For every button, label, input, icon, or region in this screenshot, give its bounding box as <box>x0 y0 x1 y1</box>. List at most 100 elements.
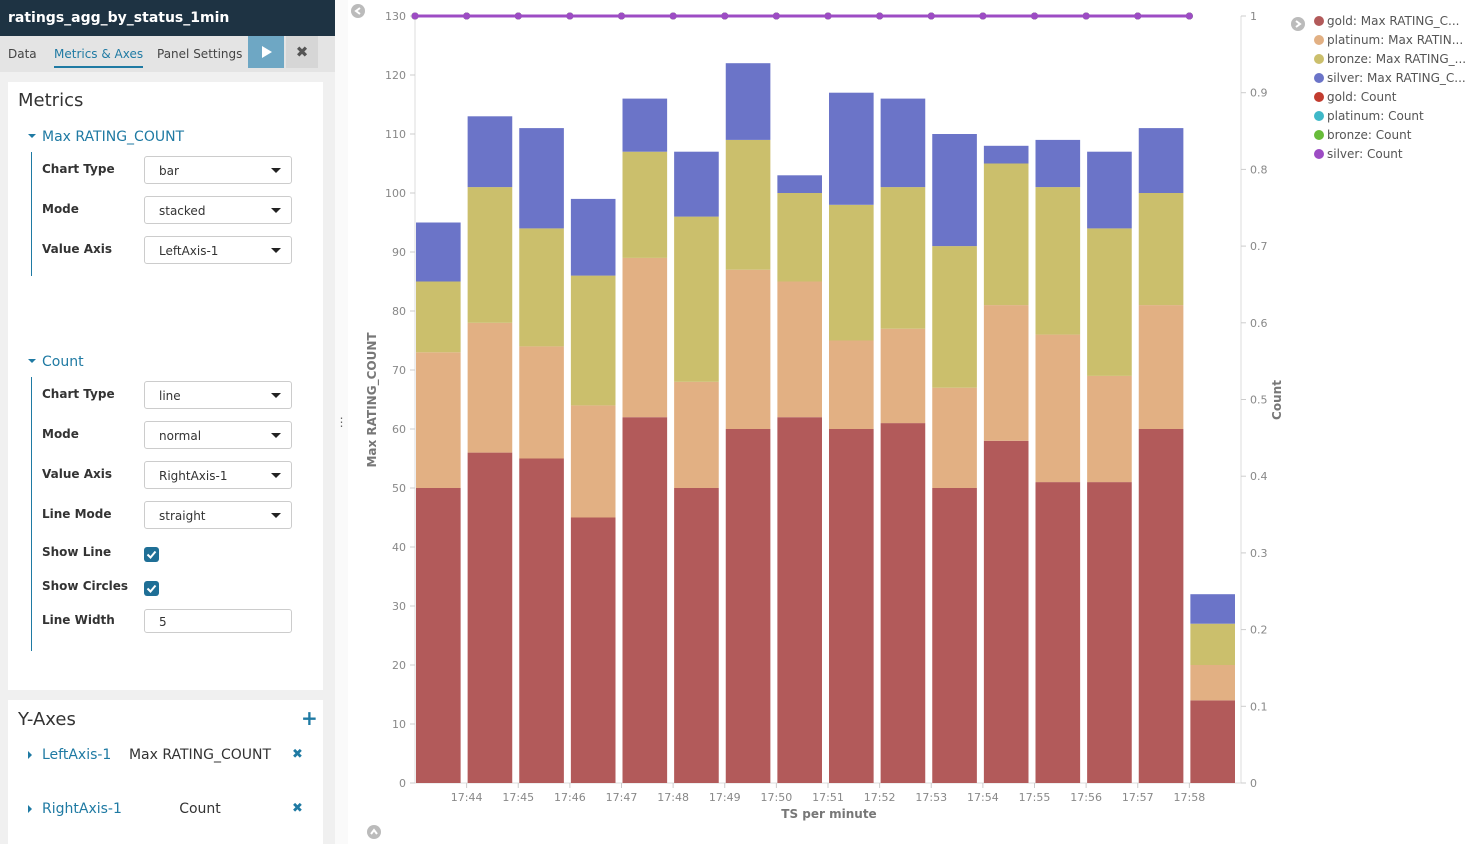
x-tick-label: 17:55 <box>1019 791 1051 804</box>
select[interactable]: straight <box>144 501 292 529</box>
bar-segment <box>416 488 461 783</box>
count-point <box>514 12 522 20</box>
bar-segment <box>1138 193 1184 306</box>
add-axis[interactable]: + <box>301 706 318 730</box>
bar-segment <box>1087 375 1132 483</box>
y-tick-label: 100 <box>385 187 406 200</box>
x-tick-label: 17:54 <box>967 791 999 804</box>
select[interactable]: RightAxis-1 <box>144 461 292 489</box>
count-point <box>411 12 419 20</box>
select[interactable]: line <box>144 381 292 409</box>
select[interactable]: bar <box>144 156 292 184</box>
discard-button[interactable]: ✖ <box>286 36 318 68</box>
bar-segment <box>467 187 513 323</box>
count-point <box>721 12 729 20</box>
tab[interactable]: Metrics & Axes <box>54 47 144 68</box>
legend-toggle[interactable] <box>1291 17 1305 31</box>
bar-segment <box>880 187 926 329</box>
bar-segment <box>983 305 1029 441</box>
bar-segment <box>983 163 1029 306</box>
legend-swatch <box>1314 130 1324 140</box>
y-tick-label: 10 <box>392 718 406 731</box>
metric-rule <box>31 377 32 651</box>
count-point <box>669 12 677 20</box>
bar-segment <box>725 429 771 783</box>
run-button[interactable] <box>248 36 284 68</box>
bar-segment <box>674 216 719 382</box>
bar-segment <box>777 193 822 282</box>
tab[interactable]: Data <box>8 47 37 61</box>
yaxes-panel <box>8 700 323 844</box>
bar-segment <box>622 151 668 258</box>
bar-segment <box>467 322 513 453</box>
field-label: Value Axis <box>42 242 112 256</box>
legend-label: platinum: Max RATIN... <box>1327 33 1463 47</box>
bar-segment <box>467 452 513 783</box>
caret[interactable] <box>28 751 32 759</box>
checkbox[interactable] <box>144 581 159 596</box>
count-point <box>927 12 935 20</box>
field-label: Mode <box>42 202 79 216</box>
caret[interactable] <box>28 134 36 138</box>
y-tick-label: 90 <box>392 246 406 259</box>
legend-swatch <box>1314 149 1324 159</box>
bar-segment <box>829 429 874 783</box>
y2-tick-label: 0.3 <box>1250 547 1268 560</box>
legend-label: gold: Count <box>1327 90 1397 104</box>
bar-segment <box>829 204 874 341</box>
bar-segment <box>777 175 822 193</box>
bar-segment <box>1087 482 1132 783</box>
count-point <box>463 12 471 20</box>
count-point <box>876 12 884 20</box>
select[interactable]: stacked <box>144 196 292 224</box>
x-axis-title: TS per minute <box>781 807 876 821</box>
x-tick-label: 17:58 <box>1174 791 1206 804</box>
text-input[interactable]: 5 <box>144 609 292 633</box>
bar-segment <box>1138 128 1184 193</box>
metric-name[interactable]: Max RATING_COUNT <box>42 129 185 145</box>
checkbox[interactable] <box>144 547 159 562</box>
count-point <box>566 12 574 20</box>
bar-segment <box>519 458 564 783</box>
remove-axis[interactable]: ✖ <box>292 801 303 816</box>
tab[interactable]: Panel Settings <box>157 47 243 61</box>
bar-segment <box>416 352 461 488</box>
count-point <box>824 12 832 20</box>
y-tick-label: 20 <box>392 659 406 672</box>
expand-icon[interactable] <box>367 825 381 839</box>
field-label: Show Circles <box>42 579 129 593</box>
axis-name[interactable]: LeftAxis-1 <box>42 747 112 763</box>
y-tick-label: 120 <box>385 69 406 82</box>
bar-segment <box>983 145 1029 164</box>
bar-segment <box>519 346 564 459</box>
x-tick-label: 17:49 <box>709 791 741 804</box>
y-tick-label: 80 <box>392 305 406 318</box>
y2-tick-label: 0.4 <box>1250 470 1268 483</box>
count-point <box>1031 12 1038 20</box>
y-tick-label: 40 <box>392 541 406 554</box>
caret[interactable] <box>28 359 36 363</box>
bar-segment <box>983 440 1029 783</box>
y-tick-label: 110 <box>385 128 406 141</box>
bar-segment <box>777 417 822 783</box>
remove-axis[interactable]: ✖ <box>292 747 303 762</box>
metric-name[interactable]: Count <box>42 354 84 370</box>
y-tick-label: 60 <box>392 423 406 436</box>
caret[interactable] <box>28 805 32 813</box>
y-axis-title: Max RATING_COUNT <box>365 332 380 468</box>
bar-segment <box>674 151 719 217</box>
panel-title: ratings_agg_by_status_1min <box>8 10 230 26</box>
collapse-icon[interactable] <box>351 4 365 18</box>
select[interactable]: LeftAxis-1 <box>144 236 292 264</box>
legend-label: silver: Count <box>1327 147 1403 161</box>
select[interactable]: normal <box>144 421 292 449</box>
bar-segment <box>1138 429 1184 783</box>
legend-swatch <box>1314 92 1324 102</box>
resizer[interactable]: ⋮ <box>335 0 348 844</box>
x-tick-label: 17:56 <box>1070 791 1102 804</box>
x-tick-label: 17:51 <box>812 791 844 804</box>
y2-tick-label: 0.8 <box>1250 163 1268 176</box>
axis-name[interactable]: RightAxis-1 <box>42 801 122 817</box>
x-tick-label: 17:53 <box>915 791 947 804</box>
